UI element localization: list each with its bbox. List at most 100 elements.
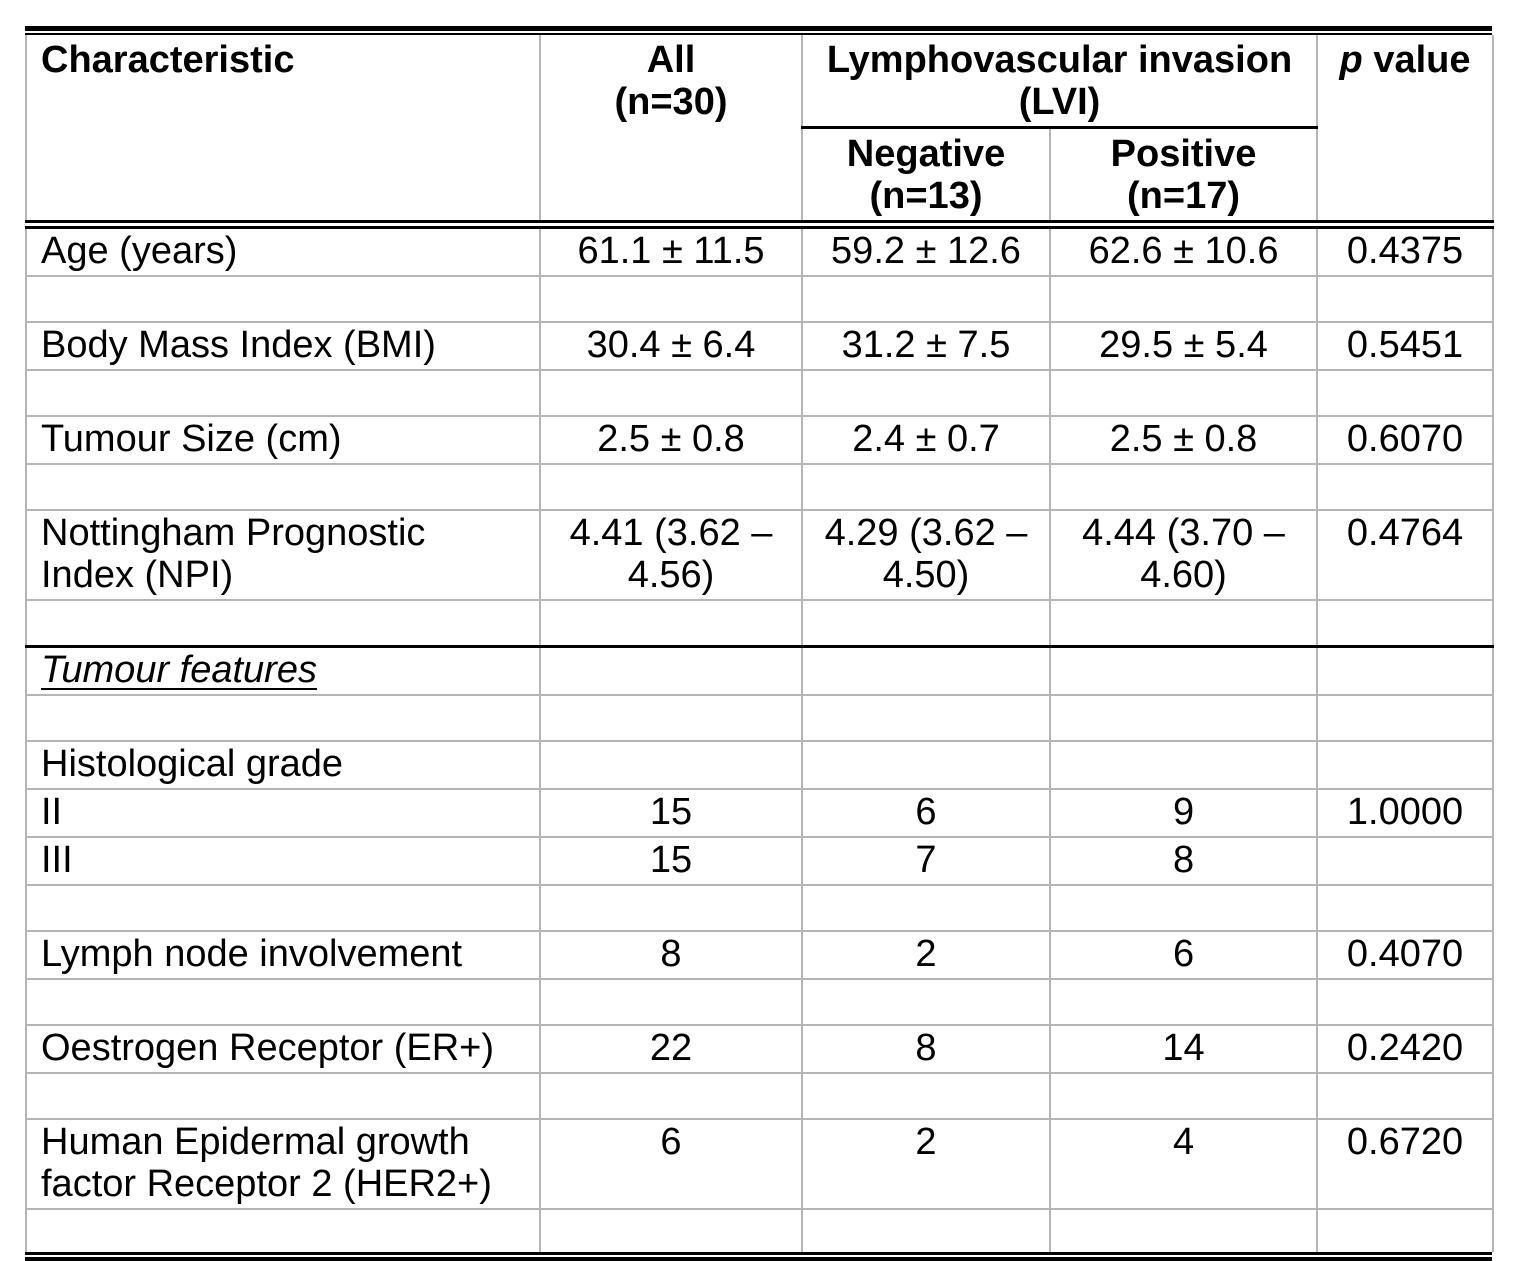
spacer-cell [25, 978, 541, 1026]
value-cell-all: 15 [539, 836, 803, 886]
spacer-cell [539, 369, 803, 417]
value-cell-all: 4.41 (3.62 – 4.56) [539, 509, 803, 601]
spacer-cell [801, 599, 1051, 648]
value-cell-negative: 31.2 ± 7.5 [801, 321, 1051, 371]
spacer-row [25, 275, 1495, 323]
value-cell-positive: 4 [1048, 1118, 1319, 1210]
spacer-cell [539, 1072, 803, 1120]
p-value-cell: 0.6070 [1316, 415, 1495, 465]
row-label-cell: Histological grade [25, 740, 541, 790]
spacer-cell [1316, 369, 1495, 417]
spacer-cell [801, 884, 1051, 932]
value-cell-negative: 59.2 ± 12.6 [801, 223, 1051, 277]
table-body: Age (years) 61.1 ± 11.5 59.2 ± 12.6 62.6… [25, 223, 1495, 1252]
value-cell-positive: 4.44 (3.70 – 4.60) [1048, 509, 1319, 601]
value-cell-negative: 4.29 (3.62 – 4.50) [801, 509, 1051, 601]
spacer-cell [539, 463, 803, 511]
col-header-negative-line2: (n=13) [869, 175, 983, 217]
value-cell-negative: 2 [801, 930, 1051, 980]
spacer-cell [801, 978, 1051, 1026]
spacer-cell [1048, 275, 1319, 323]
spacer-cell [25, 599, 541, 648]
value-cell-all: 8 [539, 930, 803, 980]
value-cell-all: 6 [539, 1118, 803, 1210]
spacer-cell [1316, 463, 1495, 511]
col-header-lvi-line1: Lymphovascular invasion [826, 39, 1293, 81]
spacer-cell [1048, 369, 1319, 417]
spacer-cell [801, 275, 1051, 323]
spacer-row [25, 694, 1495, 742]
p-value-rest: value [1373, 39, 1471, 81]
spacer-cell [25, 694, 541, 742]
row-label-cell: Human Epidermal growth factor Receptor 2… [25, 1118, 541, 1210]
header-row-2: Negative (n=13) Positive (n=17) [26, 126, 1493, 229]
spacer-cell [1048, 978, 1319, 1026]
empty-cell [1316, 740, 1495, 790]
spacer-row [25, 463, 1495, 511]
empty-cell [539, 645, 803, 696]
empty-cell [1048, 645, 1319, 696]
spacer-cell [801, 463, 1051, 511]
spacer-cell [1316, 275, 1495, 323]
p-value-cell: 0.6720 [1316, 1118, 1495, 1210]
value-cell-all: 22 [539, 1024, 803, 1074]
spacer-cell [25, 275, 541, 323]
table-header: Characteristic All (n=30) Lymphovascular… [25, 35, 1495, 229]
col-header-positive-line1: Positive [1110, 133, 1257, 175]
value-cell-positive: 62.6 ± 10.6 [1048, 223, 1319, 277]
row-age: Age (years) 61.1 ± 11.5 59.2 ± 12.6 62.6… [25, 223, 1495, 277]
spacer-cell [539, 1208, 803, 1252]
value-cell-negative: 6 [801, 788, 1051, 838]
characteristics-table: Characteristic All (n=30) Lymphovascular… [25, 35, 1495, 1252]
section-label-cell: Tumour features [25, 645, 541, 696]
p-value-symbol: p [1339, 39, 1363, 81]
section-row-tumour-features: Tumour features [25, 645, 1495, 696]
value-cell-positive: 2.5 ± 0.8 [1048, 415, 1319, 465]
value-cell-positive: 14 [1048, 1024, 1319, 1074]
p-value-cell [1316, 836, 1495, 886]
value-cell-positive: 6 [1048, 930, 1319, 980]
p-value-cell: 1.0000 [1316, 788, 1495, 838]
value-cell-negative: 2 [801, 1118, 1051, 1210]
spacer-cell [539, 599, 803, 648]
spacer-row [25, 369, 1495, 417]
col-header-all: All (n=30) [539, 35, 803, 229]
row-er: Oestrogen Receptor (ER+) 22 8 14 0.2420 [25, 1024, 1495, 1074]
row-label-cell: Lymph node involvement [25, 930, 541, 980]
col-header-positive: Positive (n=17) [1048, 126, 1319, 229]
spacer-cell [539, 694, 803, 742]
spacer-cell [1316, 978, 1495, 1026]
spacer-cell [801, 694, 1051, 742]
col-header-all-line2: (n=30) [614, 81, 728, 123]
spacer-cell [1316, 1072, 1495, 1120]
spacer-cell [1048, 1208, 1319, 1252]
row-npi: Nottingham Prognostic Index (NPI) 4.41 (… [25, 509, 1495, 601]
spacer-cell [25, 1072, 541, 1120]
spacer-cell [539, 275, 803, 323]
spacer-cell [539, 978, 803, 1026]
spacer-row [25, 1208, 1495, 1252]
p-value-cell: 0.4764 [1316, 509, 1495, 601]
empty-cell [801, 645, 1051, 696]
row-bmi: Body Mass Index (BMI) 30.4 ± 6.4 31.2 ± … [25, 321, 1495, 371]
spacer-cell [1048, 1072, 1319, 1120]
row-label-cell: Body Mass Index (BMI) [25, 321, 541, 371]
spacer-cell [25, 884, 541, 932]
table-top-rule [25, 26, 1492, 35]
p-value-cell: 0.2420 [1316, 1024, 1495, 1074]
section-label: Tumour features [41, 649, 317, 691]
spacer-cell [539, 884, 803, 932]
value-cell-all: 30.4 ± 6.4 [539, 321, 803, 371]
header-row-1: Characteristic All (n=30) Lymphovascular… [25, 35, 1495, 229]
spacer-cell [1048, 694, 1319, 742]
spacer-cell [1316, 599, 1495, 648]
value-cell-negative: 7 [801, 836, 1051, 886]
value-cell-all: 61.1 ± 11.5 [539, 223, 803, 277]
spacer-cell [1316, 1208, 1495, 1252]
table-bottom-rule [25, 1252, 1492, 1261]
spacer-cell [801, 369, 1051, 417]
row-label-cell: Nottingham Prognostic Index (NPI) [25, 509, 541, 601]
empty-cell [1316, 645, 1495, 696]
row-label-cell: II [25, 788, 541, 838]
spacer-cell [801, 1208, 1051, 1252]
